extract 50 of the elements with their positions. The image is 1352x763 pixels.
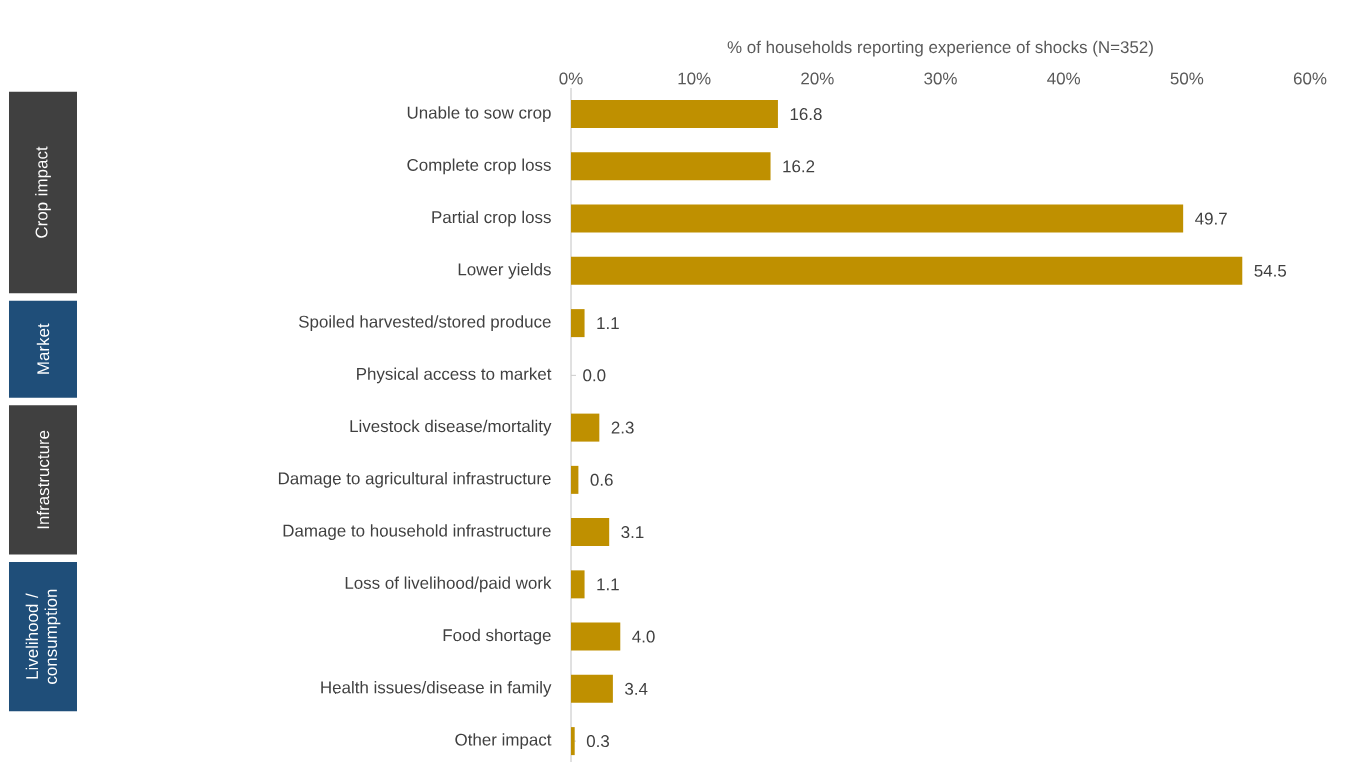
y-tick-label: Damage to household infrastructure — [283, 524, 551, 541]
y-tick-label: Partial crop loss — [432, 210, 551, 227]
data-label: 3.4 — [625, 682, 648, 695]
bar — [571, 309, 585, 338]
data-label: 2.3 — [611, 421, 634, 434]
y-tick-label: Unable to sow crop — [407, 106, 551, 123]
x-tick-label: 60% — [1293, 72, 1327, 85]
bar — [571, 465, 579, 494]
x-tick-label: 0% — [559, 72, 583, 85]
x-tick-label: 10% — [678, 72, 711, 85]
x-tick-label: 40% — [1047, 72, 1081, 85]
x-axis-title: % of households reporting experience of shocks (N=352) — [727, 40, 1153, 57]
data-label: 49.7 — [1195, 212, 1227, 225]
x-tick-label: 30% — [924, 72, 957, 85]
bar — [571, 727, 575, 756]
y-tick-label: Other impact — [455, 733, 552, 749]
y-tick-label: Spoiled harvested/stored produce — [298, 315, 551, 332]
bar — [571, 570, 585, 599]
data-label: 4.0 — [632, 630, 655, 643]
bar — [571, 204, 1184, 233]
text: Crop impact — [35, 146, 51, 238]
data-label: 0.3 — [586, 735, 610, 748]
data-label: 0.6 — [590, 473, 613, 486]
data-label: 1.1 — [597, 578, 619, 591]
data-label: 54.5 — [1254, 264, 1287, 277]
y-tick-label: Complete crop loss — [407, 158, 551, 175]
y-tick-label: Damage to agricultural infrastructure — [278, 471, 551, 488]
text: Market — [36, 323, 50, 374]
x-tick-label: 50% — [1170, 72, 1204, 85]
y-tick-label: Food shortage — [443, 628, 551, 645]
data-label: 3.1 — [621, 526, 644, 539]
y-tick-label: Loss of livelihood/paid work — [345, 576, 552, 593]
data-label: 0.0 — [583, 369, 606, 382]
bar — [571, 518, 610, 547]
bar — [571, 674, 613, 703]
data-label: 1.1 — [597, 317, 619, 329]
bar — [571, 256, 1243, 285]
y-tick-label: Health issues/disease in family — [321, 680, 552, 697]
bar — [571, 622, 621, 651]
text: Infrastructure — [36, 430, 50, 529]
y-tick-label: Livestock disease/mortality — [350, 419, 552, 436]
data-label: 16.2 — [783, 160, 815, 173]
bar — [571, 100, 778, 129]
x-tick-label: 20% — [801, 72, 834, 85]
text: Livelihood / consumption — [25, 589, 61, 684]
y-tick-label: Physical access to market — [357, 367, 552, 384]
bar — [571, 413, 600, 442]
data-label: 16.8 — [790, 108, 822, 121]
y-tick-label: Lower yields — [458, 262, 551, 279]
bar — [571, 152, 771, 181]
